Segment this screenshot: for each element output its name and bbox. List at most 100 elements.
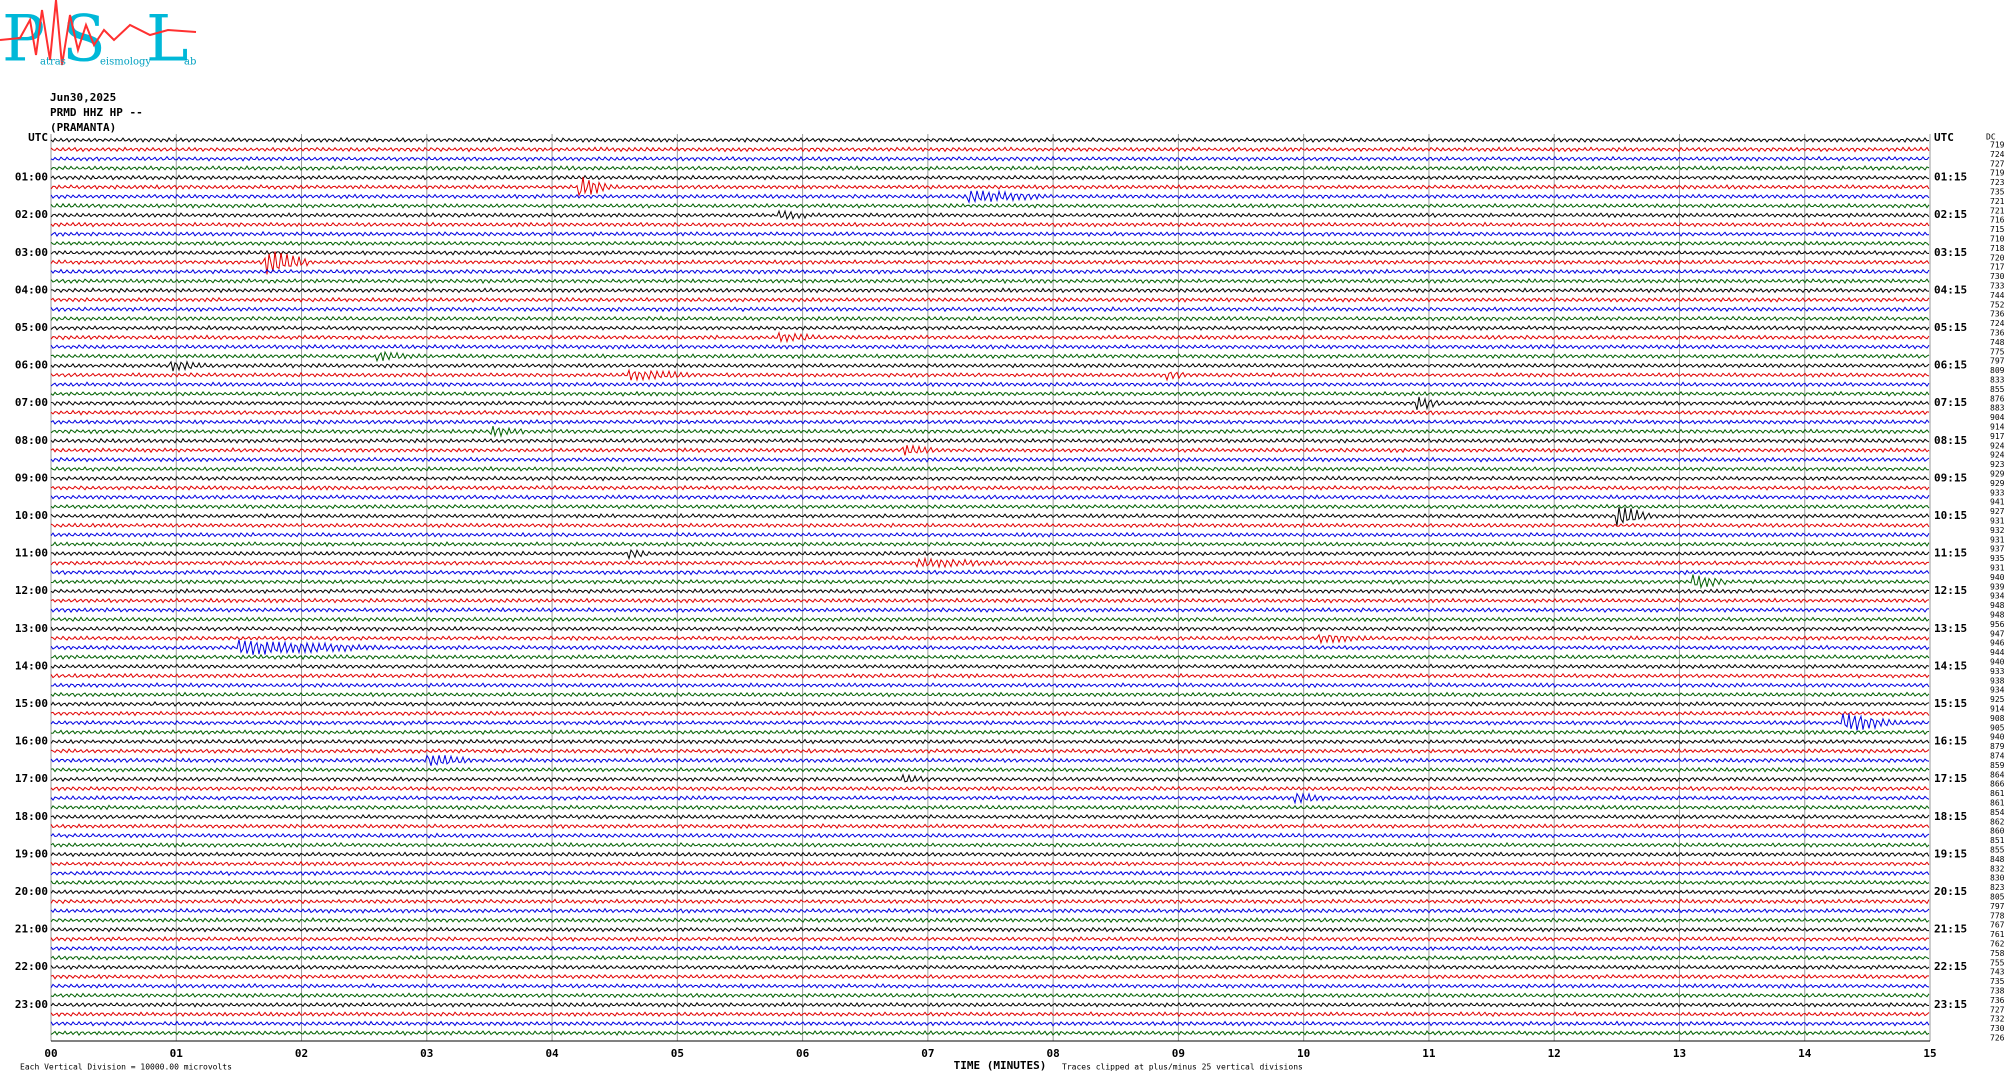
trace bbox=[50, 221, 1930, 228]
trace bbox=[50, 713, 1930, 731]
trace bbox=[50, 1011, 1930, 1018]
dc-offset: 848 bbox=[1990, 855, 2005, 864]
trace bbox=[50, 306, 1930, 313]
dc-offset: 716 bbox=[1990, 216, 2005, 225]
dc-offset: 718 bbox=[1990, 244, 2005, 253]
trace bbox=[50, 851, 1930, 858]
trace bbox=[50, 832, 1930, 839]
dc-offset: 743 bbox=[1990, 968, 2005, 977]
dc-offset: 947 bbox=[1990, 629, 2005, 638]
left-hour-label: 07:00 bbox=[15, 396, 48, 409]
logo-word: ab bbox=[184, 57, 196, 68]
left-hour-label: 20:00 bbox=[15, 885, 48, 898]
dc-offset: 876 bbox=[1990, 394, 2005, 403]
trace bbox=[50, 907, 1930, 914]
dc-offset: 735 bbox=[1990, 188, 2005, 197]
dc-offset: 940 bbox=[1990, 733, 2005, 742]
x-tick-label: 13 bbox=[1673, 1047, 1686, 1060]
left-hour-label: 15:00 bbox=[15, 697, 48, 710]
right-hour-label: 11:15 bbox=[1934, 547, 1967, 560]
dc-offset: 933 bbox=[1990, 667, 2005, 676]
trace bbox=[50, 503, 1930, 510]
dc-offset: 736 bbox=[1990, 996, 2005, 1005]
trace bbox=[50, 860, 1930, 867]
dc-offset: 762 bbox=[1990, 940, 2005, 949]
trace bbox=[50, 841, 1930, 849]
logo-word: atras bbox=[40, 57, 66, 68]
trace bbox=[50, 456, 1930, 463]
dc-offset: 748 bbox=[1990, 338, 2005, 347]
dc-offset: 924 bbox=[1990, 441, 2005, 450]
trace bbox=[50, 409, 1930, 416]
right-hour-label: 02:15 bbox=[1934, 208, 1967, 221]
dc-offset: 797 bbox=[1990, 357, 2005, 366]
dc-offset: 927 bbox=[1990, 507, 2005, 516]
trace bbox=[50, 792, 1930, 805]
trace bbox=[50, 330, 1930, 344]
left-hour-label: 22:00 bbox=[15, 960, 48, 973]
dc-offset: 719 bbox=[1990, 169, 2005, 178]
left-hour-label: 08:00 bbox=[15, 434, 48, 447]
right-hour-label: 04:15 bbox=[1934, 283, 1967, 296]
trace bbox=[50, 804, 1930, 811]
dc-offset: 864 bbox=[1990, 770, 2005, 779]
offset-header: DC bbox=[1986, 133, 1996, 142]
dc-offset: 721 bbox=[1990, 206, 2005, 215]
dc-offset: 830 bbox=[1990, 874, 2005, 883]
dc-offset: 727 bbox=[1990, 159, 2005, 168]
x-tick-label: 15 bbox=[1923, 1047, 1936, 1060]
x-tick-label: 04 bbox=[545, 1047, 559, 1060]
dc-offset: 938 bbox=[1990, 676, 2005, 685]
trace bbox=[50, 165, 1930, 172]
trace bbox=[50, 588, 1930, 595]
dc-offset: 720 bbox=[1990, 253, 2005, 262]
trace bbox=[50, 390, 1930, 397]
right-hour-label: 06:15 bbox=[1934, 359, 1967, 372]
trace bbox=[50, 324, 1930, 332]
dc-offset: 727 bbox=[1990, 1005, 2005, 1014]
dc-offset: 715 bbox=[1990, 225, 2005, 234]
right-hour-label: 16:15 bbox=[1934, 735, 1967, 748]
dc-offset: 923 bbox=[1990, 460, 2005, 469]
trace bbox=[50, 174, 1930, 181]
trace bbox=[50, 738, 1930, 745]
trace bbox=[50, 522, 1930, 529]
right-hour-label: 14:15 bbox=[1934, 659, 1967, 672]
dc-offset: 914 bbox=[1990, 705, 2005, 714]
trace bbox=[50, 1029, 1930, 1037]
trace bbox=[50, 268, 1930, 275]
dc-offset: 767 bbox=[1990, 921, 2005, 930]
dc-offset: 883 bbox=[1990, 404, 2005, 413]
trace bbox=[50, 189, 1930, 204]
dc-offset: 940 bbox=[1990, 658, 2005, 667]
trace bbox=[50, 343, 1930, 350]
trace bbox=[50, 653, 1930, 661]
trace bbox=[50, 240, 1930, 247]
dc-offset: 736 bbox=[1990, 329, 2005, 338]
trace bbox=[50, 917, 1930, 924]
logo-word: eismology bbox=[100, 57, 151, 68]
trace bbox=[50, 936, 1930, 943]
dc-offset: 724 bbox=[1990, 319, 2005, 328]
station: PRMD HHZ HP -- bbox=[50, 106, 143, 119]
trace bbox=[50, 465, 1929, 473]
left-hour-label: 14:00 bbox=[15, 659, 48, 672]
dc-offset: 944 bbox=[1990, 648, 2005, 657]
right-hour-label: 17:15 bbox=[1934, 772, 1967, 785]
left-hour-label: UTC bbox=[28, 131, 48, 144]
trace bbox=[50, 176, 1930, 197]
dc-offset: 724 bbox=[1990, 150, 2005, 159]
x-axis-title: TIME (MINUTES) bbox=[954, 1059, 1047, 1072]
right-hour-label: 18:15 bbox=[1934, 810, 1967, 823]
x-tick-label: 11 bbox=[1422, 1047, 1436, 1060]
dc-offset: 854 bbox=[1990, 808, 2005, 817]
right-hour-label: 01:15 bbox=[1934, 171, 1967, 184]
dc-offset: 934 bbox=[1990, 686, 2005, 695]
dc-offset: 719 bbox=[1990, 141, 2005, 150]
trace bbox=[50, 964, 1930, 971]
right-hour-label: 15:15 bbox=[1934, 697, 1967, 710]
left-hour-label: 10:00 bbox=[15, 509, 48, 522]
right-hour-label: 05:15 bbox=[1934, 321, 1967, 334]
trace bbox=[50, 639, 1930, 655]
trace bbox=[50, 672, 1930, 679]
